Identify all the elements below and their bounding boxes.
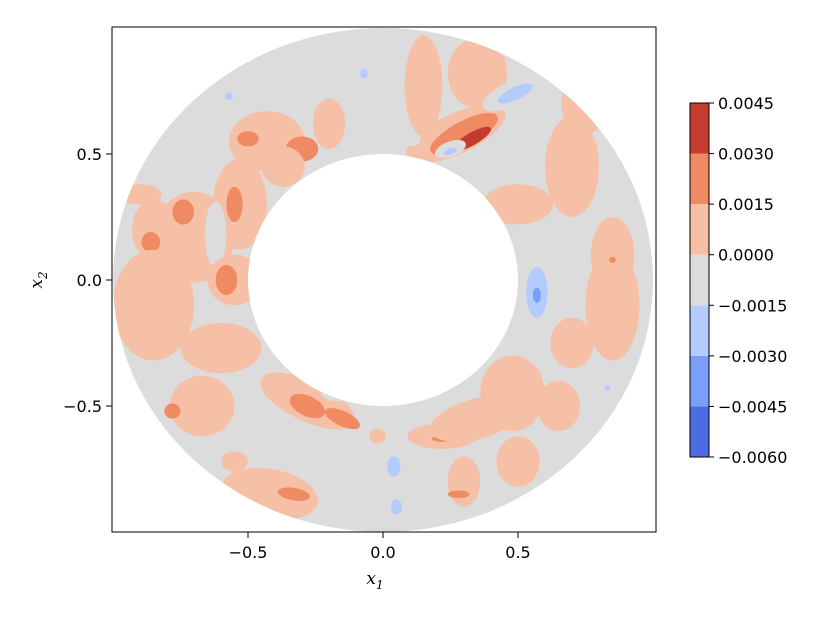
- colorbar-tick-label: 0.0015: [718, 195, 774, 214]
- y-tick-label: 0.0: [77, 271, 102, 290]
- contour-region: [404, 35, 443, 137]
- contour-region: [369, 428, 386, 444]
- contour-region: [444, 147, 457, 156]
- contour-region: [590, 217, 635, 293]
- contour-region: [272, 320, 289, 341]
- colorbar-segment: [690, 305, 709, 356]
- contour-region: [204, 201, 227, 268]
- x-tick-label: −0.5: [229, 543, 268, 562]
- contour-region: [264, 196, 292, 263]
- colorbar-segment: [690, 103, 709, 154]
- contour-region: [536, 380, 581, 432]
- contour-region: [177, 151, 200, 172]
- contour-region: [391, 499, 402, 515]
- plot-area: [113, 28, 653, 532]
- y-axis-label-var: x: [27, 279, 47, 289]
- contour-region: [277, 487, 310, 502]
- colorbar-segment: [690, 406, 709, 457]
- y-axis-label-sub: 2: [36, 271, 50, 280]
- contour-region: [561, 73, 610, 134]
- y-axis-ticks: −0.5 0.0 0.5: [63, 145, 112, 416]
- contour-region: [545, 116, 599, 217]
- contour-region: [312, 98, 346, 149]
- contour-region: [169, 375, 235, 437]
- contour-region: [350, 510, 362, 519]
- x-tick-label: 0.5: [505, 543, 530, 562]
- contour-region: [399, 131, 421, 147]
- colorbar-tick-label: −0.0015: [718, 296, 787, 315]
- contour-region: [225, 92, 234, 100]
- contour-region: [497, 83, 533, 104]
- x-axis-label-var: x: [366, 569, 376, 589]
- y-axis-label: x2: [27, 271, 50, 288]
- colorbar-segment: [690, 204, 709, 255]
- colorbar: −0.0060 −0.0045 −0.0030 −0.0015 0.0000 0.0015…: [689, 94, 787, 467]
- contour-region: [325, 408, 360, 430]
- contour-region: [360, 68, 369, 79]
- contour-region: [172, 199, 194, 225]
- contour-region: [566, 242, 589, 268]
- contour-region: [273, 214, 282, 245]
- colorbar-tick-label: −0.0060: [718, 448, 787, 467]
- x-axis-label-sub: 1: [376, 578, 384, 592]
- colorbar-tick-label: 0.0045: [718, 94, 774, 113]
- contour-region: [180, 322, 262, 374]
- x-tick-label: 0.0: [370, 543, 395, 562]
- x-axis-label: x1: [366, 569, 383, 592]
- contour-region: [141, 232, 161, 253]
- contour-region: [496, 436, 540, 487]
- contour-region: [237, 131, 259, 147]
- contour-region: [293, 368, 316, 379]
- contour-region: [532, 287, 541, 303]
- colorbar-tick-label: 0.0030: [718, 145, 774, 164]
- contour-region: [226, 186, 243, 223]
- contour-region: [447, 456, 481, 507]
- colorbar-tick-label: −0.0045: [718, 397, 787, 416]
- colorbar-segment: [690, 254, 709, 306]
- contour-region: [118, 184, 162, 205]
- contour-region: [164, 403, 181, 419]
- contour-region: [447, 490, 470, 498]
- contour-region: [447, 38, 508, 109]
- colorbar-tick-label: −0.0030: [718, 347, 787, 366]
- contour-region: [550, 317, 594, 369]
- colorbar-frame: [689, 102, 710, 458]
- y-tick-label: 0.5: [77, 145, 102, 164]
- contour-region: [113, 249, 194, 361]
- contour-region: [215, 264, 238, 296]
- colorbar-tick-label: 0.0000: [718, 246, 774, 265]
- contour-region: [482, 184, 554, 225]
- contour-region: [221, 451, 248, 472]
- contour-region: [528, 150, 540, 158]
- contour-region: [609, 256, 616, 263]
- colorbar-segment: [690, 153, 709, 205]
- x-axis-ticks: −0.5 0.0 0.5: [229, 532, 531, 562]
- contour-region: [261, 146, 305, 187]
- contour-region: [274, 430, 352, 468]
- contour-region: [603, 385, 611, 392]
- colorbar-segment: [690, 355, 709, 407]
- contour-region: [387, 456, 401, 477]
- y-tick-label: −0.5: [63, 397, 102, 416]
- contour-region: [480, 355, 545, 432]
- contour-region: [289, 393, 326, 419]
